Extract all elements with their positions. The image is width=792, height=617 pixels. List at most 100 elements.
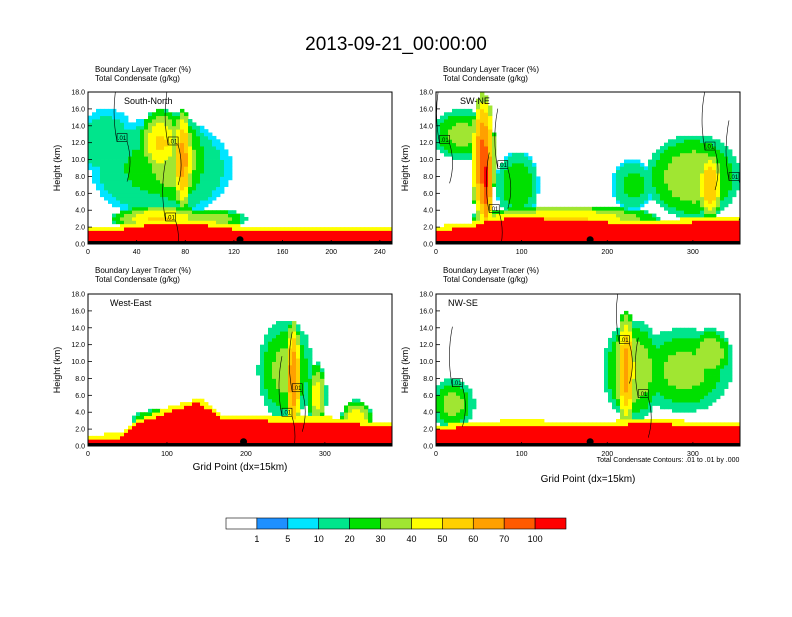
- field-cell: [144, 210, 148, 214]
- field-cell: [456, 153, 460, 157]
- field-cell: [320, 405, 324, 409]
- field-cell: [720, 197, 724, 201]
- field-cell: [116, 439, 120, 443]
- field-cell: [524, 432, 528, 436]
- field-cell: [524, 190, 528, 194]
- field-cell: [676, 143, 680, 147]
- field-cell: [616, 392, 620, 396]
- field-cell: [484, 220, 488, 224]
- field-cell: [524, 166, 528, 170]
- field-cell: [504, 156, 508, 160]
- field-cell: [508, 432, 512, 436]
- field-cell: [728, 160, 732, 164]
- field-cell: [124, 149, 128, 153]
- field-cell: [288, 392, 292, 396]
- field-cell: [552, 432, 556, 436]
- field-cell: [676, 227, 680, 231]
- field-cell: [580, 224, 584, 228]
- field-cell: [196, 230, 200, 234]
- field-cell: [488, 163, 492, 167]
- field-cell: [344, 429, 348, 433]
- field-cell: [716, 149, 720, 153]
- field-cell: [92, 436, 96, 440]
- field-cell: [604, 358, 608, 362]
- field-cell: [440, 230, 444, 234]
- field-cell: [436, 230, 440, 234]
- field-cell: [572, 426, 576, 430]
- field-cell: [156, 139, 160, 143]
- field-cell: [152, 203, 156, 207]
- field-cell: [304, 375, 308, 379]
- field-cell: [152, 412, 156, 416]
- field-cell: [452, 149, 456, 153]
- field-cell: [276, 355, 280, 359]
- field-cell: [708, 234, 712, 238]
- field-cell: [444, 439, 448, 443]
- field-cell: [312, 409, 316, 413]
- field-cell: [148, 412, 152, 416]
- field-cell: [616, 378, 620, 382]
- field-cell: [704, 197, 708, 201]
- field-cell: [708, 237, 712, 241]
- field-cell: [616, 173, 620, 177]
- field-cell: [292, 355, 296, 359]
- field-cell: [236, 436, 240, 440]
- field-cell: [484, 116, 488, 120]
- field-cell: [268, 331, 272, 335]
- field-cell: [496, 193, 500, 197]
- field-cell: [512, 227, 516, 231]
- field-cell: [544, 224, 548, 228]
- field-cell: [560, 230, 564, 234]
- field-cell: [148, 409, 152, 413]
- field-cell: [204, 139, 208, 143]
- field-cell: [456, 136, 460, 140]
- field-cell: [172, 146, 176, 150]
- field-cell: [556, 214, 560, 218]
- field-cell: [200, 214, 204, 218]
- field-cell: [616, 409, 620, 413]
- field-cell: [496, 237, 500, 241]
- field-cell: [256, 372, 260, 376]
- field-cell: [476, 176, 480, 180]
- field-cell: [296, 436, 300, 440]
- field-cell: [644, 220, 648, 224]
- field-cell: [188, 180, 192, 184]
- field-cell: [488, 173, 492, 177]
- field-cell: [524, 197, 528, 201]
- field-cell: [212, 439, 216, 443]
- field-cell: [144, 432, 148, 436]
- field-cell: [128, 133, 132, 137]
- field-cell: [692, 143, 696, 147]
- field-cell: [716, 197, 720, 201]
- field-cell: [144, 126, 148, 130]
- field-cell: [192, 439, 196, 443]
- field-cell: [208, 409, 212, 413]
- field-cell: [688, 193, 692, 197]
- field-cell: [152, 220, 156, 224]
- field-cell: [180, 422, 184, 426]
- field-cell: [496, 227, 500, 231]
- field-cell: [568, 439, 572, 443]
- field-cell: [172, 227, 176, 231]
- field-cell: [316, 375, 320, 379]
- field-cell: [732, 160, 736, 164]
- field-cell: [512, 439, 516, 443]
- field-cell: [576, 207, 580, 211]
- field-cell: [656, 153, 660, 157]
- field-cell: [288, 429, 292, 433]
- field-cell: [576, 230, 580, 234]
- field-cell: [140, 166, 144, 170]
- field-cell: [464, 402, 468, 406]
- field-cell: [696, 214, 700, 218]
- field-cell: [440, 149, 444, 153]
- field-cell: [624, 170, 628, 174]
- field-cell: [192, 187, 196, 191]
- y-tick-label: 2.0: [423, 225, 433, 232]
- field-cell: [636, 220, 640, 224]
- field-cell: [536, 187, 540, 191]
- field-cell: [92, 143, 96, 147]
- field-cell: [484, 237, 488, 241]
- field-cell: [284, 405, 288, 409]
- field-cell: [484, 139, 488, 143]
- field-cell: [512, 419, 516, 423]
